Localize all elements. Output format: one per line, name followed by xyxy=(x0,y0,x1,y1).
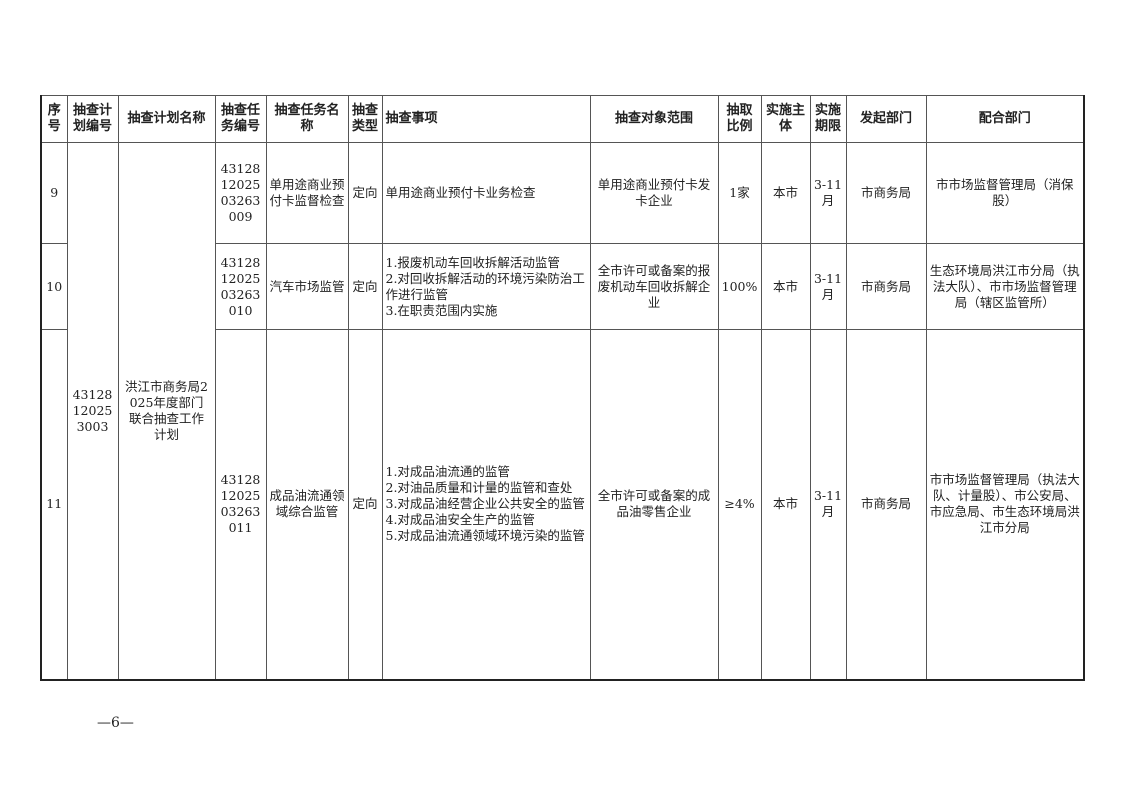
scope-cell: 单用途商业预付卡发卡企业 xyxy=(589,142,719,244)
seq-cell: 10 xyxy=(40,243,68,330)
item: 1.报废机动车回收拆解活动监管 xyxy=(385,254,560,270)
type-cell: 定向 xyxy=(347,142,383,244)
items-cell: 1.对成品油流通的监管 2.对油品质量和计量的监管和查处 3.对成品油经营企业公… xyxy=(381,329,591,680)
item: 3.对成品油经营企业公共安全的监管 xyxy=(385,496,585,512)
plan-number-cell: 43128120253003 xyxy=(66,142,119,680)
initiator-cell: 市商务局 xyxy=(845,243,927,330)
item: 2.对回收拆解活动的环境污染防治工作进行监管 xyxy=(385,270,585,302)
header-cell: 抽查任务编号 xyxy=(214,95,267,143)
initiator-cell: 市商务局 xyxy=(845,329,927,680)
item: 单用途商业预付卡业务检查 xyxy=(385,185,536,200)
table-row: 10 431281202503263010 汽车市场监管 定向 1.报废机动车回… xyxy=(40,243,1085,330)
items-cell: 单用途商业预付卡业务检查 xyxy=(381,142,591,244)
ratio-cell: ≥4% xyxy=(717,329,762,680)
header-cell: 发起部门 xyxy=(845,95,927,143)
item: 4.对成品油安全生产的监管 xyxy=(385,512,535,528)
partners-cell: 市市场监督管理局（消保股） xyxy=(925,142,1085,244)
item: 5.对成品油流通领域环境污染的监管 xyxy=(385,528,585,544)
partners-cell: 市市场监督管理局（执法大队、计量股）、市公安局、市应急局、市生态环境局洪江市分局 xyxy=(925,329,1085,680)
task-name-cell: 单用途商业预付卡监督检查 xyxy=(265,142,349,244)
seq-cell: 9 xyxy=(40,142,68,244)
item: 3.在职责范围内实施 xyxy=(385,302,498,318)
subject-cell: 本市 xyxy=(760,329,811,680)
type-cell: 定向 xyxy=(347,243,383,330)
scope-cell: 全市许可或备案的报废机动车回收拆解企业 xyxy=(589,243,719,330)
task-number-cell: 431281202503263011 xyxy=(214,329,267,680)
header-cell: 抽查计划名称 xyxy=(117,95,216,143)
subject-cell: 本市 xyxy=(760,243,811,330)
task-name-cell: 成品油流通领域综合监管 xyxy=(265,329,349,680)
task-number-cell: 431281202503263010 xyxy=(214,243,267,330)
item: 1.对成品油流通的监管 xyxy=(385,464,510,480)
header-cell: 抽查计划编号 xyxy=(66,95,119,143)
header-cell: 序号 xyxy=(40,95,68,143)
header-cell: 抽取比例 xyxy=(717,95,762,143)
type-cell: 定向 xyxy=(347,329,383,680)
task-number-cell: 431281202503263009 xyxy=(214,142,267,244)
header-cell: 实施主体 xyxy=(760,95,811,143)
header-cell: 实施期限 xyxy=(809,95,847,143)
partners-cell: 生态环境局洪江市分局（执法大队）、市市场监督管理局（辖区监管所） xyxy=(925,243,1085,330)
header-cell: 抽查事项 xyxy=(381,95,591,143)
header-cell: 抽查对象范围 xyxy=(589,95,719,143)
header-row: 序号 抽查计划编号 抽查计划名称 抽查任务编号 抽查任务名称 抽查类型 抽查事项… xyxy=(40,95,1085,143)
seq-cell: 11 xyxy=(40,329,68,680)
initiator-cell: 市商务局 xyxy=(845,142,927,244)
subject-cell: 本市 xyxy=(760,142,811,244)
header-cell: 抽查任务名称 xyxy=(265,95,349,143)
ratio-cell: 100% xyxy=(717,243,762,330)
period-cell: 3-11月 xyxy=(809,243,847,330)
period-cell: 3-11月 xyxy=(809,329,847,680)
scope-cell: 全市许可或备案的成品油零售企业 xyxy=(589,329,719,680)
header-cell: 抽查类型 xyxy=(347,95,383,143)
ratio-cell: 1家 xyxy=(717,142,762,244)
plan-name-cell: 洪江市商务局2025年度部门联合抽查工作计划 xyxy=(117,142,216,680)
table-row: 9 43128120253003 洪江市商务局2025年度部门联合抽查工作计划 … xyxy=(40,142,1085,680)
task-name-cell: 汽车市场监管 xyxy=(265,243,349,330)
items-cell: 1.报废机动车回收拆解活动监管 2.对回收拆解活动的环境污染防治工作进行监管 3… xyxy=(381,243,591,330)
header-cell: 配合部门 xyxy=(925,95,1085,143)
table-row: 11 431281202503263011 成品油流通领域综合监管 定向 1.对… xyxy=(40,329,1085,680)
item: 2.对油品质量和计量的监管和查处 xyxy=(385,480,573,496)
period-cell: 3-11月 xyxy=(809,142,847,244)
inspection-plan-table: 序号 抽查计划编号 抽查计划名称 抽查任务编号 抽查任务名称 抽查类型 抽查事项… xyxy=(40,95,1085,681)
page-number: —6— xyxy=(97,715,134,731)
